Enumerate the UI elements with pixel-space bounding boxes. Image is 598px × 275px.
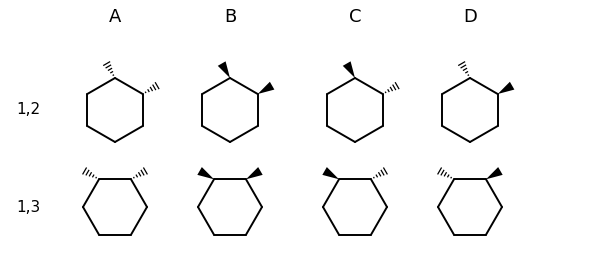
Polygon shape [498, 82, 514, 94]
Polygon shape [218, 61, 230, 78]
Text: A: A [109, 8, 121, 26]
Polygon shape [486, 167, 503, 179]
Polygon shape [246, 167, 263, 179]
Polygon shape [322, 167, 339, 179]
Text: D: D [463, 8, 477, 26]
Polygon shape [258, 82, 274, 94]
Text: 1,3: 1,3 [16, 199, 40, 214]
Text: C: C [349, 8, 361, 26]
Polygon shape [343, 61, 355, 78]
Text: 1,2: 1,2 [16, 103, 40, 117]
Polygon shape [197, 167, 214, 179]
Text: B: B [224, 8, 236, 26]
